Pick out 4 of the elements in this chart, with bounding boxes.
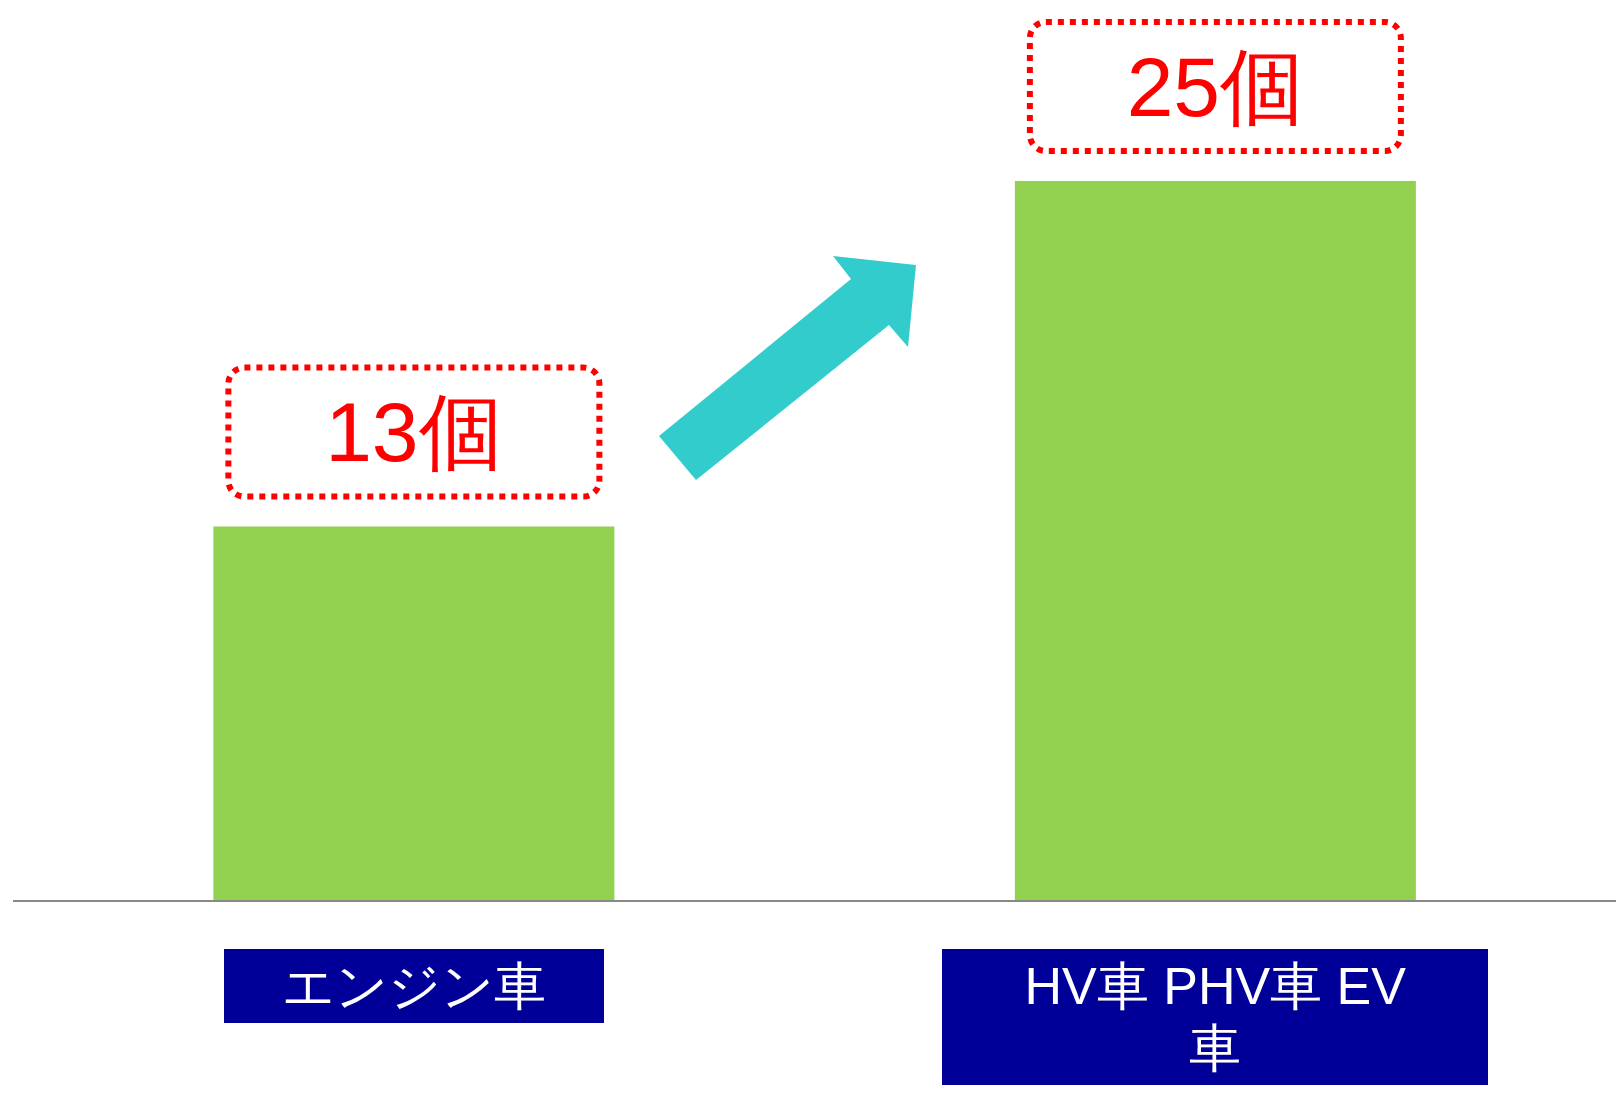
- x-tick-label: エンジン車: [223, 949, 604, 1023]
- x-tick-label: HV車 PHV車 EV車: [942, 949, 1489, 1085]
- data-label: 13個: [325, 385, 503, 480]
- data-label: 25個: [1126, 39, 1305, 134]
